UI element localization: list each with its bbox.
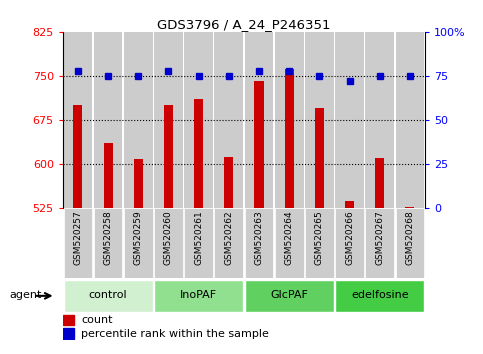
- Text: GSM520267: GSM520267: [375, 210, 384, 265]
- Bar: [214, 208, 243, 278]
- Bar: [64, 32, 92, 208]
- Bar: [185, 32, 213, 208]
- Text: GSM520264: GSM520264: [284, 210, 294, 264]
- Bar: [275, 32, 303, 208]
- Bar: [64, 208, 92, 278]
- Bar: [185, 208, 213, 278]
- Bar: [94, 32, 122, 208]
- Bar: [214, 32, 243, 208]
- Text: GSM520263: GSM520263: [255, 210, 264, 265]
- Text: GSM520261: GSM520261: [194, 210, 203, 265]
- Text: count: count: [81, 315, 113, 325]
- Text: percentile rank within the sample: percentile rank within the sample: [81, 329, 269, 338]
- Bar: [164, 105, 173, 208]
- Bar: [284, 69, 294, 208]
- Bar: [224, 157, 233, 208]
- Bar: [245, 32, 273, 208]
- Bar: [366, 32, 394, 208]
- Bar: [194, 99, 203, 208]
- Text: GSM520258: GSM520258: [103, 210, 113, 265]
- Bar: [103, 143, 113, 208]
- Bar: [396, 208, 424, 278]
- Text: control: control: [89, 290, 128, 300]
- Bar: [335, 280, 424, 312]
- Bar: [63, 315, 73, 325]
- Text: GSM520265: GSM520265: [315, 210, 324, 265]
- Bar: [73, 105, 83, 208]
- Text: GlcPAF: GlcPAF: [270, 290, 308, 300]
- Text: agent: agent: [10, 290, 42, 300]
- Text: GSM520260: GSM520260: [164, 210, 173, 265]
- Bar: [335, 208, 364, 278]
- Bar: [245, 208, 273, 278]
- Bar: [124, 32, 153, 208]
- Bar: [305, 32, 334, 208]
- Text: GSM520262: GSM520262: [224, 210, 233, 264]
- Title: GDS3796 / A_24_P246351: GDS3796 / A_24_P246351: [157, 18, 331, 31]
- Bar: [315, 108, 324, 208]
- Bar: [345, 201, 354, 208]
- Bar: [134, 159, 143, 208]
- Text: GSM520266: GSM520266: [345, 210, 354, 265]
- Bar: [396, 32, 424, 208]
- Bar: [94, 208, 122, 278]
- Bar: [64, 280, 153, 312]
- Bar: [154, 280, 243, 312]
- Bar: [154, 32, 183, 208]
- Bar: [63, 329, 73, 338]
- Text: edelfosine: edelfosine: [351, 290, 409, 300]
- Text: GSM520268: GSM520268: [405, 210, 414, 265]
- Bar: [275, 208, 303, 278]
- Bar: [255, 81, 264, 208]
- Bar: [405, 207, 414, 208]
- Text: InoPAF: InoPAF: [180, 290, 217, 300]
- Bar: [366, 208, 394, 278]
- Text: GSM520259: GSM520259: [134, 210, 143, 265]
- Bar: [154, 208, 183, 278]
- Bar: [335, 32, 364, 208]
- Text: GSM520257: GSM520257: [73, 210, 83, 265]
- Bar: [245, 280, 334, 312]
- Bar: [375, 158, 384, 208]
- Bar: [305, 208, 334, 278]
- Bar: [124, 208, 153, 278]
